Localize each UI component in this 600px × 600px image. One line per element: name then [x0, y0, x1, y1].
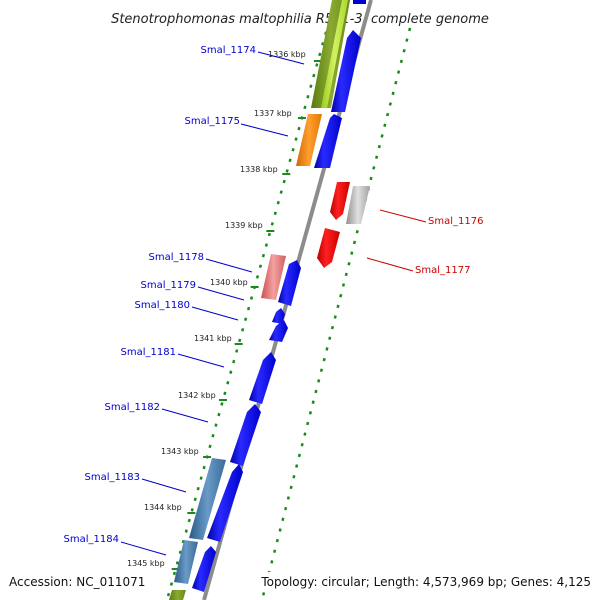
accession-text: Accession: NC_011071 [9, 575, 145, 589]
gene-label-smal-1178[interactable]: Smal_1178 [149, 252, 204, 263]
gene-labels-right: Smal_1176 Smal_1177 [366, 209, 483, 276]
gene-arrow-smal-1182 [230, 404, 261, 466]
gene-arrow-smal-1179 [272, 308, 285, 324]
gene-arrow [278, 260, 301, 306]
gene-label-smal-1180[interactable]: Smal_1180 [135, 300, 190, 311]
kbp-label: 1339 kbp [225, 221, 263, 230]
kbp-label: 1337 kbp [254, 109, 292, 118]
kbp-label: 1336 kbp [268, 50, 306, 59]
kbp-tick-marks [171, 60, 322, 570]
gene-label-smal-1176[interactable]: Smal_1176 [428, 216, 483, 227]
gene-arrow [169, 590, 186, 600]
gene-arrow-smal-1183 [189, 458, 226, 540]
kbp-label: 1345 kbp [127, 559, 165, 568]
gene-arrow-smal-1178 [261, 254, 286, 300]
gene-arrow [314, 114, 342, 168]
gene-arrow [192, 546, 216, 592]
gene-label-smal-1183[interactable]: Smal_1183 [85, 472, 140, 483]
gene-label-smal-1174[interactable]: Smal_1174 [201, 45, 256, 56]
gene-label-smal-1181[interactable]: Smal_1181 [121, 347, 176, 358]
gene-arrow [207, 464, 243, 542]
kbp-labels: 1336 kbp 1337 kbp 1338 kbp 1339 kbp 1340… [127, 50, 306, 568]
map-title: Stenotrophomonas maltophilia R551-3, com… [111, 12, 489, 27]
kbp-label: 1341 kbp [194, 334, 232, 343]
gene-arrow-smal-1184 [174, 540, 198, 584]
gene-arrow-smal-1180 [269, 320, 288, 342]
gene-label-smal-1179[interactable]: Smal_1179 [141, 280, 196, 291]
kbp-label: 1340 kbp [210, 278, 248, 287]
kbp-label: 1338 kbp [240, 165, 278, 174]
kbp-label: 1344 kbp [144, 503, 182, 512]
gene-arrow-smal-1176 [330, 182, 350, 220]
footer-right-bg [258, 572, 600, 590]
gene-arrow [321, 0, 348, 108]
left-guide-line [165, 0, 337, 600]
gene-arrow-smal-1174 [331, 30, 361, 112]
gene-labels-left: Smal_1174 Smal_1175 Smal_1178 Smal_1179 … [64, 45, 305, 556]
gene-label-smal-1184[interactable]: Smal_1184 [64, 534, 119, 545]
genome-summary-text: Topology: circular; Length: 4,573,969 bp… [260, 575, 591, 589]
gene-label-smal-1177[interactable]: Smal_1177 [415, 265, 470, 276]
gene-arrow [346, 186, 370, 224]
kbp-label: 1342 kbp [178, 391, 216, 400]
footer-left-bg [0, 572, 150, 590]
gene-arrow-smal-1177 [317, 228, 340, 268]
gene-label-smal-1182[interactable]: Smal_1182 [105, 402, 160, 413]
kbp-label: 1343 kbp [161, 447, 199, 456]
gene-arrow [353, 0, 366, 4]
gene-arrow-smal-1181 [249, 352, 276, 404]
gene-label-smal-1175[interactable]: Smal_1175 [185, 116, 240, 127]
gene-features [169, 0, 370, 600]
gene-arrow-smal-1175 [296, 114, 322, 166]
